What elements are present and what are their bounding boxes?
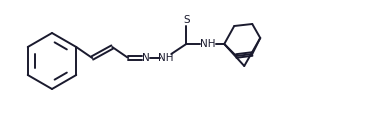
Text: NH: NH (200, 39, 216, 49)
Text: NH: NH (158, 53, 174, 63)
Text: N: N (143, 53, 150, 63)
Text: S: S (183, 15, 190, 25)
